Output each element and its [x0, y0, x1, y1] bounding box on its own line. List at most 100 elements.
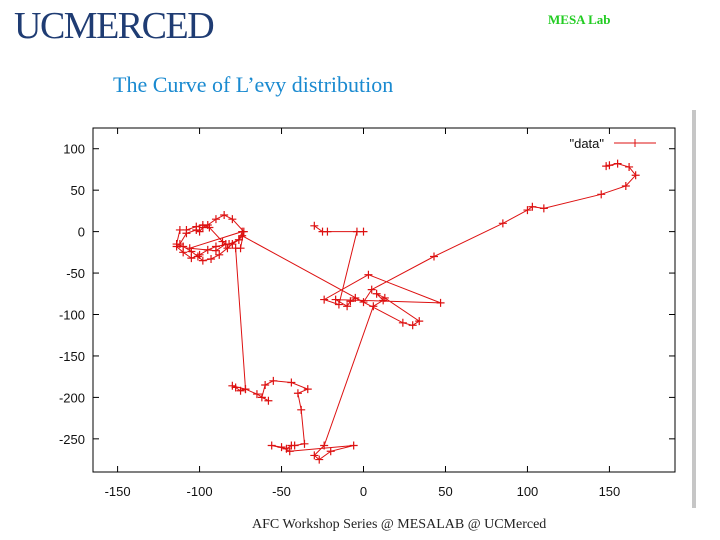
data-point — [203, 245, 212, 254]
data-point — [175, 225, 184, 234]
data-point — [415, 317, 424, 326]
x-tick-label: -100 — [187, 484, 213, 499]
data-point — [372, 289, 381, 298]
data-point — [430, 252, 439, 261]
data-point — [238, 231, 247, 240]
data-point — [293, 389, 302, 398]
data-point — [198, 220, 207, 229]
data-point — [349, 441, 358, 450]
data-point — [408, 321, 417, 330]
legend: "data" — [569, 136, 656, 151]
data-point — [379, 296, 388, 305]
data-point — [369, 302, 378, 311]
data-point — [218, 237, 227, 246]
legend-label: "data" — [569, 136, 604, 151]
data-point — [631, 171, 640, 180]
data-point — [323, 227, 332, 236]
ucmerced-logo: UCMERCED — [14, 5, 215, 47]
data-point — [211, 246, 220, 255]
data-point — [625, 162, 634, 171]
x-tick-label: -50 — [272, 484, 291, 499]
y-tick-label: 100 — [63, 142, 85, 157]
data-point — [310, 451, 319, 460]
data-point — [236, 244, 245, 253]
y-tick-label: -150 — [59, 349, 85, 364]
data-point — [436, 298, 445, 307]
data-point — [257, 393, 266, 402]
data-point — [326, 447, 335, 456]
mesa-lab-label: MESA Lab — [548, 12, 611, 27]
x-axis-ticks: -150 -100 -50 0 50 100 150 — [105, 128, 621, 499]
data-point — [228, 240, 237, 249]
data-point — [621, 182, 630, 191]
y-tick-label: -100 — [59, 308, 85, 323]
data-point — [211, 215, 220, 224]
data-point — [187, 247, 196, 256]
data-point — [310, 221, 319, 230]
data-point — [172, 240, 181, 249]
data-point — [228, 381, 237, 390]
data-point — [398, 318, 407, 327]
data-point — [264, 396, 273, 405]
data-point — [367, 285, 376, 294]
data-point — [352, 227, 361, 236]
data-point — [195, 227, 204, 236]
data-point — [523, 206, 532, 215]
legend-marker — [631, 139, 639, 147]
data-point — [498, 219, 507, 228]
series-markers — [172, 159, 640, 464]
data-point — [613, 159, 622, 168]
x-tick-label: -150 — [105, 484, 131, 499]
slide-edge-bar — [692, 110, 696, 508]
slide-title: The Curve of L’evy distribution — [113, 72, 394, 97]
x-tick-label: 0 — [360, 484, 367, 499]
data-point — [269, 376, 278, 385]
data-point — [234, 235, 243, 244]
data-point — [320, 295, 329, 304]
data-point — [528, 202, 537, 211]
data-point — [300, 439, 309, 448]
data-point — [228, 215, 237, 224]
data-point — [331, 295, 340, 304]
data-point — [334, 300, 343, 309]
data-point — [346, 297, 355, 306]
y-tick-label: 0 — [78, 225, 85, 240]
x-tick-label: 100 — [517, 484, 539, 499]
data-point — [320, 441, 329, 450]
data-point — [267, 441, 276, 450]
data-point — [290, 441, 299, 450]
y-tick-label: -50 — [66, 266, 85, 281]
y-tick-label: -200 — [59, 390, 85, 405]
data-point — [602, 162, 611, 171]
data-point — [215, 250, 224, 259]
data-point — [287, 378, 296, 387]
x-tick-label: 150 — [599, 484, 621, 499]
data-point — [220, 211, 229, 220]
data-point — [351, 293, 360, 302]
data-point — [198, 256, 207, 265]
data-point — [303, 385, 312, 394]
data-point — [539, 204, 548, 213]
data-point — [185, 244, 194, 253]
data-point — [261, 380, 270, 389]
data-point — [231, 383, 240, 392]
data-point — [282, 444, 291, 453]
data-point — [236, 386, 245, 395]
y-axis-ticks: 100 50 0 -50 -100 -150 -200 -250 — [59, 142, 675, 447]
data-point — [297, 405, 306, 414]
data-point — [193, 252, 202, 261]
data-point — [192, 222, 201, 231]
slide-footer: AFC Workshop Series @ MESALAB @ UCMerced — [252, 517, 547, 532]
data-point — [597, 190, 606, 199]
data-point — [252, 390, 261, 399]
data-point — [343, 302, 352, 311]
y-tick-label: 50 — [71, 183, 85, 198]
data-point — [364, 270, 373, 279]
data-point — [205, 223, 214, 232]
data-point — [207, 254, 216, 263]
data-point — [179, 242, 188, 251]
data-point — [241, 385, 250, 394]
data-point — [605, 161, 614, 170]
data-point — [315, 455, 324, 464]
